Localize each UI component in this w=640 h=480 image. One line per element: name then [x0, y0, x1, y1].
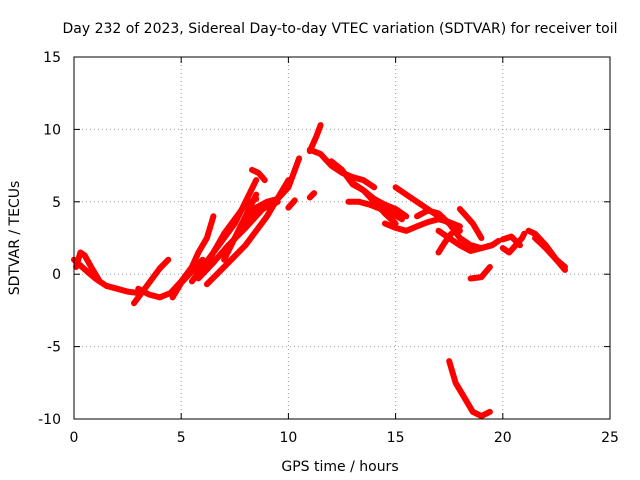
series-arc-28 [446, 358, 493, 420]
series-arc-27 [467, 264, 493, 282]
series-arc-02 [73, 249, 103, 285]
series-arc-26 [456, 206, 485, 241]
series-arc-11 [231, 155, 303, 241]
series-arc-16 [306, 122, 324, 155]
x-tick-label: 10 [279, 430, 297, 446]
series-arc-29 [499, 230, 528, 256]
series-arc-03 [131, 256, 172, 307]
series-arc-20 [349, 180, 399, 227]
series-arc-14 [285, 197, 298, 211]
x-tick-label: 0 [70, 430, 79, 446]
y-tick-label: 5 [52, 195, 61, 211]
series-arc-01 [71, 256, 142, 296]
series-arc-30 [499, 233, 523, 249]
plot-frame [73, 56, 611, 420]
data-series [71, 122, 568, 420]
axis-ticks: 0 5 10 15 20 25 -10 -5 0 5 10 15 [38, 50, 619, 446]
series-arc-07 [199, 195, 260, 275]
x-tick-label: 25 [601, 430, 619, 446]
series-arc-05 [169, 256, 206, 301]
grid [74, 57, 610, 419]
y-tick-label: -5 [47, 340, 61, 356]
chart-title: Day 232 of 2023, Sidereal Day-to-day VTE… [62, 21, 617, 37]
y-tick-label: 15 [43, 50, 61, 66]
y-tick-label: 0 [52, 267, 61, 283]
y-tick-label: -10 [38, 412, 61, 428]
series-arc-25 [435, 230, 455, 256]
series-arc-15 [306, 190, 318, 201]
series-arc-32 [532, 235, 568, 270]
series-arc-13 [249, 166, 268, 184]
x-axis-label: GPS time / hours [281, 459, 398, 475]
y-axis-label: SDTVAR / TECUs [7, 181, 23, 296]
series-arc-12 [188, 213, 217, 270]
x-tick-label: 5 [177, 430, 186, 446]
x-tick-label: 20 [494, 430, 512, 446]
x-tick-label: 15 [387, 430, 405, 446]
y-tick-label: 10 [43, 122, 61, 138]
